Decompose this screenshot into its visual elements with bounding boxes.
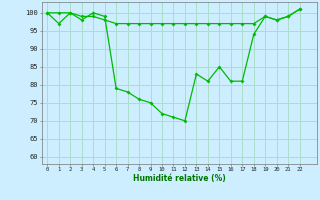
X-axis label: Humidité relative (%): Humidité relative (%) bbox=[133, 174, 226, 183]
